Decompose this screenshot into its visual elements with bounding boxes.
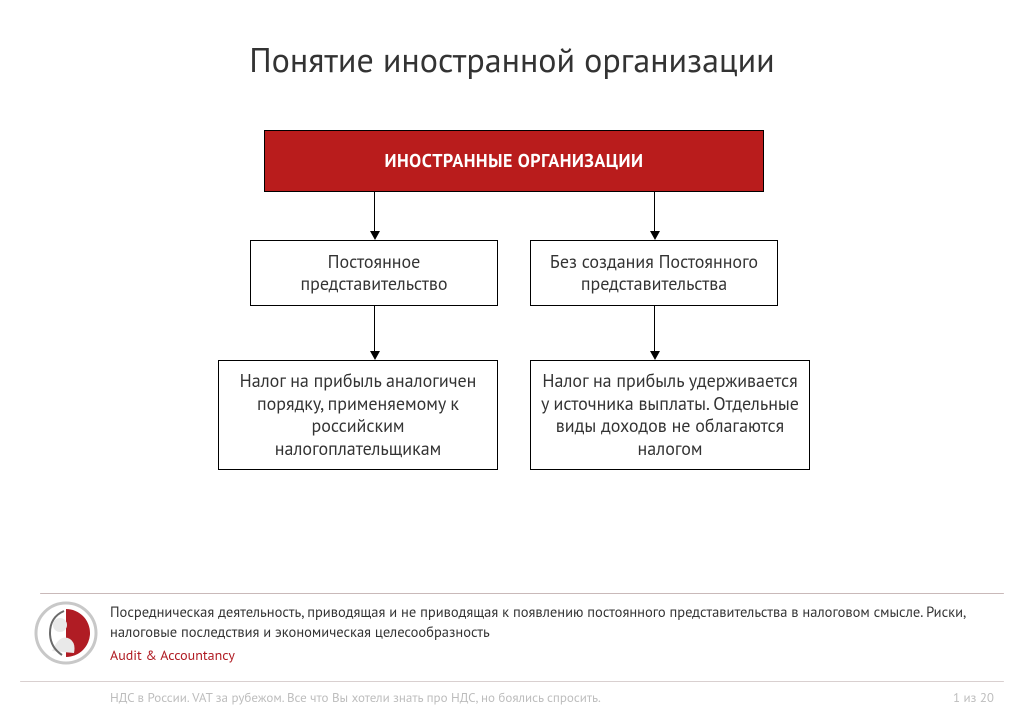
page-counter: 1 из 20 <box>953 689 994 706</box>
node-right1: Без создания Постоянного представительст… <box>530 240 778 306</box>
footer-divider-bottom <box>20 681 1004 682</box>
footer: Посредническая деятельность, приводящая … <box>0 593 1024 723</box>
node-right2: Налог на прибыль удерживается у источник… <box>530 360 810 470</box>
node-root: ИНОСТРАННЫЕ ОРГАНИЗАЦИИ <box>264 130 764 192</box>
arrow-line-2 <box>374 306 375 351</box>
arrow-head-3 <box>650 351 660 360</box>
node-left1: Постоянное представительство <box>250 240 498 306</box>
diagram: ИНОСТРАННЫЕ ОРГАНИЗАЦИИ Постоянное предст… <box>0 130 1024 530</box>
arrow-head-0 <box>370 231 380 240</box>
arrow-line-0 <box>374 192 375 231</box>
brand-logo-icon <box>34 601 98 665</box>
subfooter-left: НДС в России. VAT за рубежом. Все что Вы… <box>110 689 601 706</box>
footer-text-block: Посредническая деятельность, приводящая … <box>110 603 994 665</box>
arrow-line-3 <box>654 306 655 351</box>
arrow-head-2 <box>370 351 380 360</box>
footer-divider-top <box>40 593 1004 594</box>
footer-brand: Audit & Accountancy <box>110 646 994 665</box>
footer-description: Посредническая деятельность, приводящая … <box>110 603 994 642</box>
arrow-head-1 <box>650 231 660 240</box>
subfooter: НДС в России. VAT за рубежом. Все что Вы… <box>110 689 994 706</box>
slide-title: Понятие иностранной организации <box>0 38 1024 82</box>
node-left2: Налог на прибыль аналогичен порядку, при… <box>218 360 498 470</box>
arrow-line-1 <box>654 192 655 231</box>
